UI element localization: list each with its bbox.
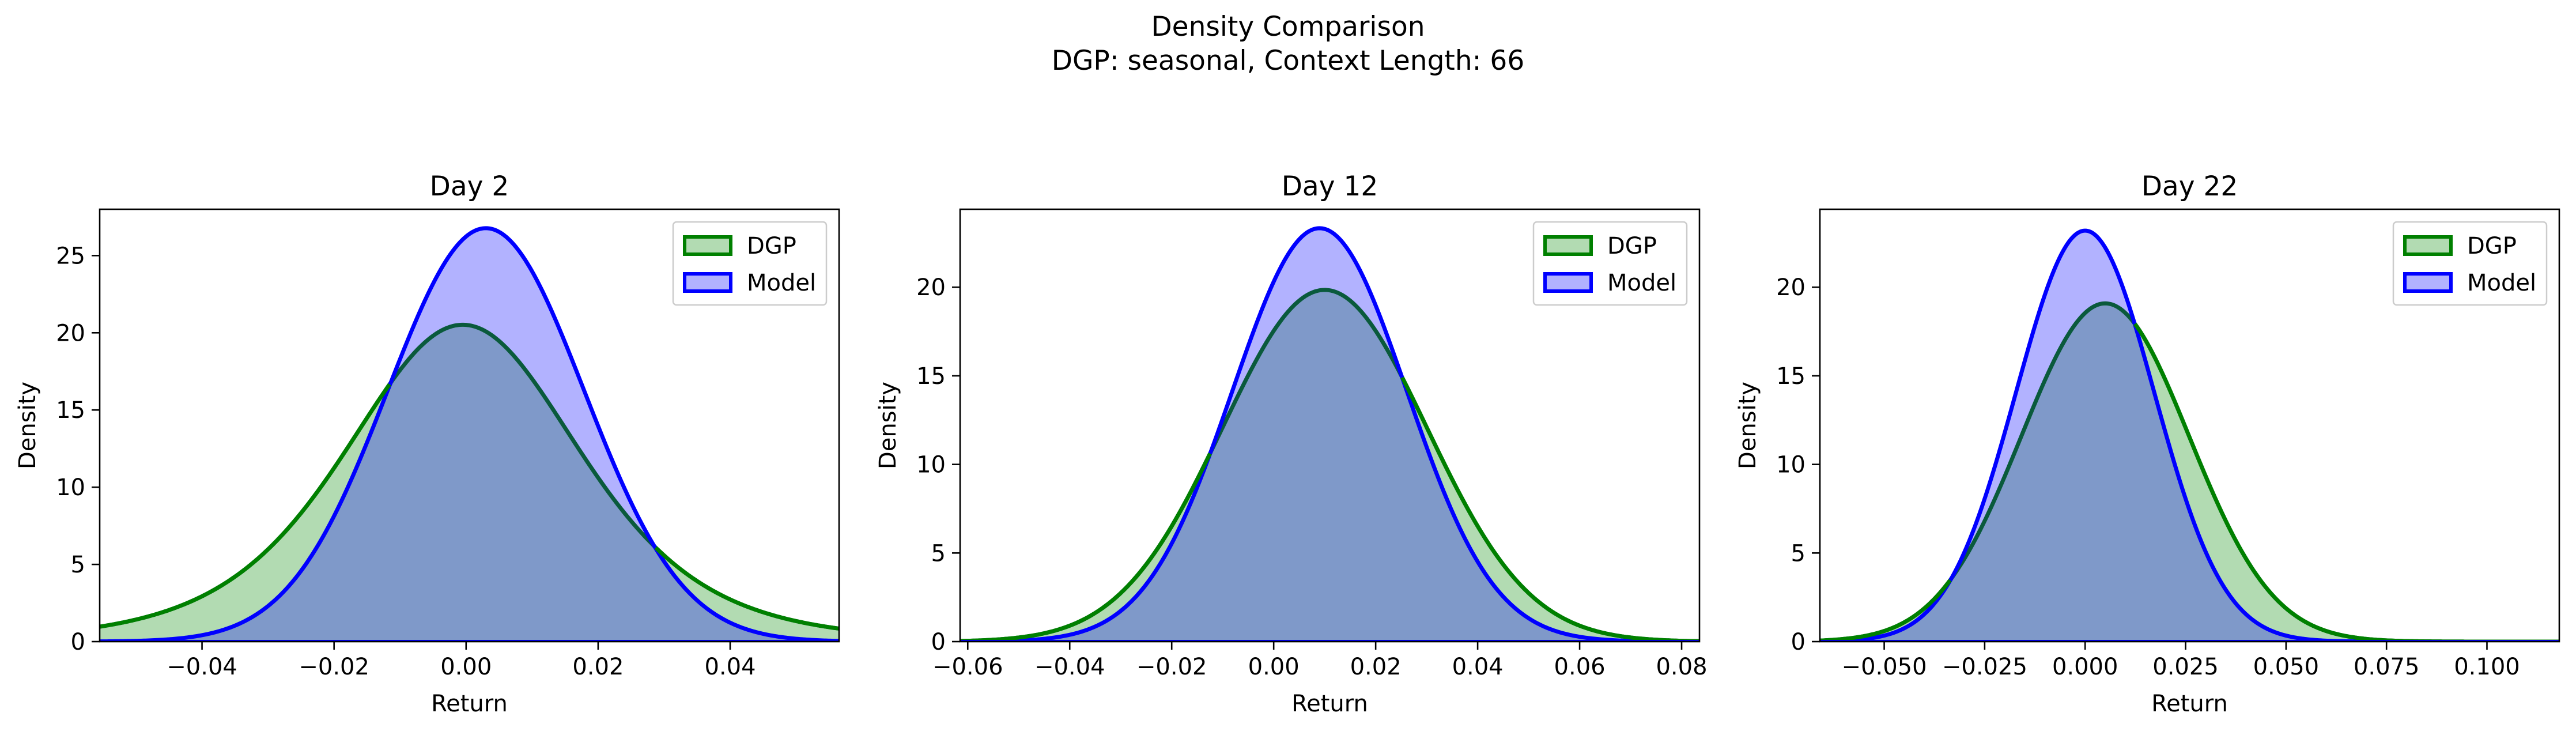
legend-swatch [1543,272,1593,293]
legend-label: DGP [1607,233,1657,259]
x-tick-label: 0.06 [1554,654,1606,680]
y-tick-label: 10 [56,474,85,501]
legend-swatch [1543,235,1593,256]
x-tick-label: 0.08 [1656,654,1707,680]
x-tick-label: −0.02 [299,654,369,680]
x-tick-label: −0.06 [932,654,1003,680]
x-tick-label: −0.04 [1034,654,1105,680]
y-tick-label: 0 [1791,629,1806,655]
y-tick-label: 0 [71,629,85,655]
y-tick-label: 0 [931,629,946,655]
legend: DGP Model [1532,221,1688,306]
y-tick-label: 5 [71,552,85,578]
legend-label: DGP [2467,233,2517,259]
x-tick-label: 0.04 [1452,654,1504,680]
dgp-line-segment [960,453,1212,642]
legend-label: Model [1607,270,1676,296]
y-tick-label: 15 [56,397,85,424]
y-tick-label: 25 [56,243,85,269]
legend-swatch [683,272,732,293]
dgp-line-segment [100,383,391,629]
x-tick-label: 0.02 [572,654,624,680]
x-tick-label: 0.000 [2052,654,2118,680]
legend-swatch [2403,235,2453,256]
figure-title: Density Comparison [1151,11,1425,43]
y-tick-label: 20 [1776,274,1806,301]
axes-frame [99,208,840,643]
panel-title: Day 22 [2141,171,2238,202]
legend: DGP Model [2392,221,2548,306]
overlap-area [1820,303,2559,642]
panel-title: Day 12 [1282,171,1378,202]
dgp-line-segment [654,546,839,631]
panels: −0.04 −0.02 0.00 0.02 0.04 0 5 10 15 20 25 Day 2 Ret… [14,171,2560,717]
axes-frame [959,208,1701,643]
y-tick-label: 10 [916,452,946,478]
x-tick-label: −0.04 [167,654,237,680]
legend-label: Model [2467,270,2536,296]
legend-label: Model [747,270,816,296]
y-axis-label: Density [875,382,901,469]
panel-title: Day 2 [430,171,509,202]
y-axis-label: Density [14,382,41,469]
overlap-area [960,289,1699,642]
x-tick-label: 0.025 [2152,654,2219,680]
x-tick-label: −0.02 [1136,654,1207,680]
y-tick-label: 20 [916,274,946,301]
axes-frame [1819,208,2560,643]
x-axis-label: Return [431,691,508,717]
y-tick-label: 15 [916,363,946,390]
x-tick-label: 0.02 [1350,654,1402,680]
x-tick-label: −0.025 [1942,654,2027,680]
y-tick-label: 15 [1776,363,1806,390]
x-tick-label: 0.00 [440,654,492,680]
legend-swatch [683,235,732,256]
model-line [960,226,1699,642]
x-tick-label: 0.100 [2454,654,2520,680]
y-tick-label: 20 [56,320,85,346]
x-tick-label: 0.050 [2253,654,2320,680]
model-line [100,226,839,642]
legend-label: DGP [747,233,796,259]
x-tick-label: 0.00 [1248,654,1300,680]
x-axis-label: Return [2151,691,2228,717]
x-tick-label: −0.050 [1842,654,1927,680]
panel-3: −0.050 −0.025 0.000 0.025 0.050 0.075 0.100 0 5 1… [1735,171,2560,717]
figure-subtitle: DGP: seasonal, Context Length: 66 [1052,45,1524,77]
y-tick-label: 5 [931,540,946,567]
y-tick-label: 5 [1791,540,1806,567]
plot-area [960,226,1699,642]
panel-1: −0.04 −0.02 0.00 0.02 0.04 0 5 10 15 20 25 Day 2 Ret… [14,171,840,717]
legend-swatch [2403,272,2453,293]
legend: DGP Model [672,221,828,306]
x-axis-label: Return [1291,691,1368,717]
x-tick-label: 0.04 [704,654,756,680]
plot-area [100,226,839,642]
y-axis-label: Density [1735,382,1761,469]
overlap-area [100,325,839,642]
x-tick-label: 0.075 [2354,654,2420,680]
panel-2: −0.06 −0.04 −0.02 0.00 0.02 0.04 0.06 0.08 0 5 10 1… [875,171,1708,717]
dgp-line-segment [1820,579,1952,642]
dgp-line-segment [1400,376,1699,642]
y-tick-label: 10 [1776,452,1806,478]
